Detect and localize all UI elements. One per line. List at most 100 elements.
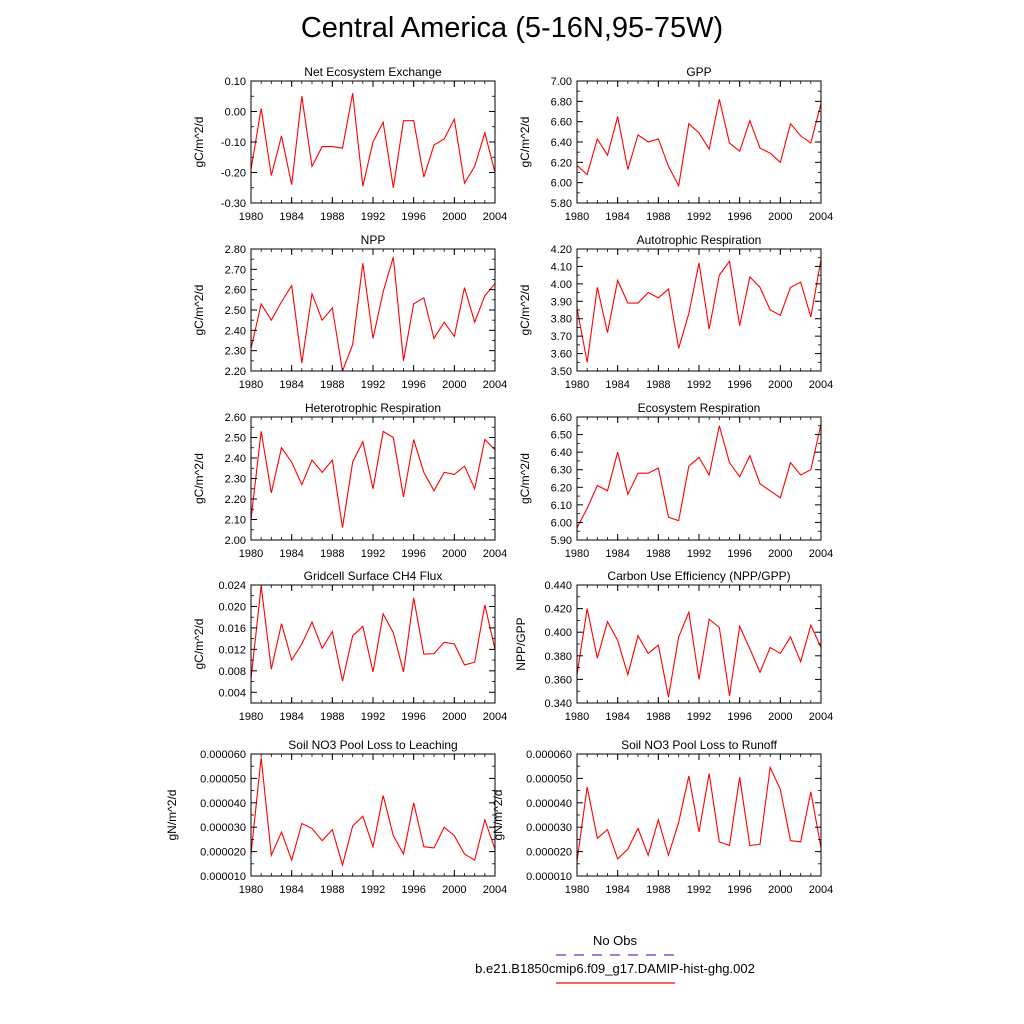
legend-label-no-obs: No Obs: [592, 933, 638, 948]
panel-ecosystem-respiration-frame: [576, 416, 822, 541]
panel-gridcell-surface-ch4-flux-x-tick-label-1980: 1980: [239, 711, 263, 723]
panel-autotrophic-respiration-y-tick-label: 3.80: [551, 314, 572, 326]
panel-net-ecosystem-exchange-x-tick-label-1984: 1984: [279, 211, 303, 223]
panel-soil-no3-pool-loss-to-runoff-y-tick-label: 0.000010: [526, 871, 572, 883]
panel-heterotrophic-respiration: 1980 1984 1988 1992 1996 2000 2004 2.60 2.50 2.40…: [192, 401, 507, 560]
panel-gpp-y-tick-label: 5.80: [551, 198, 572, 210]
panel-ecosystem-respiration-title: Ecosystem Respiration: [638, 401, 761, 415]
panel-ecosystem-respiration-x-tick-label-1996: 1996: [727, 548, 751, 560]
legend-label-model-run: b.e21.B1850cmip6.f09_g17.DAMIP-hist-ghg.…: [475, 961, 755, 976]
panel-carbon-use-efficiency-npp-gpp-y-tick-label: 0.420: [544, 604, 572, 616]
panel-npp-x-tick-label-1988: 1988: [320, 379, 344, 391]
panel-heterotrophic-respiration-y-tick-label: 2.50: [225, 433, 246, 445]
panel-soil-no3-pool-loss-to-runoff-y-tick-label: 0.000050: [526, 773, 572, 785]
panel-gpp-y-tick-label: 6.60: [551, 117, 572, 129]
panel-soil-no3-pool-loss-to-runoff-series-line-0: [577, 765, 821, 862]
panel-soil-no3-pool-loss-to-leaching-y-tick-label: 0.000060: [200, 749, 246, 761]
panel-gpp-frame: [576, 80, 822, 204]
panel-soil-no3-pool-loss-to-leaching: 1980 1984 1988 1992 1996 2000 2004 0.000060 0.00…: [165, 738, 507, 896]
panel-gridcell-surface-ch4-flux-x-tick-label-1984: 1984: [279, 711, 303, 723]
panel-ecosystem-respiration-x-tick-label-1992: 1992: [687, 548, 711, 560]
panel-soil-no3-pool-loss-to-runoff-y-tick-label: 0.000030: [526, 822, 572, 834]
panel-gpp-y-tick-label: 6.80: [551, 96, 572, 108]
panel-gpp-y-tick-label: 7.00: [551, 76, 572, 88]
panel-carbon-use-efficiency-npp-gpp-x-tick-label-2000: 2000: [768, 711, 792, 723]
panel-heterotrophic-respiration-y-tick-label: 2.20: [225, 494, 246, 506]
panel-soil-no3-pool-loss-to-leaching-series-line-0: [251, 757, 495, 868]
panel-gridcell-surface-ch4-flux-y-tick-label: 0.008: [218, 666, 246, 678]
panel-soil-no3-pool-loss-to-runoff-x-tick-label-1984: 1984: [605, 884, 629, 896]
panel-npp-y-tick-label: 2.70: [225, 264, 246, 276]
panel-soil-no3-pool-loss-to-runoff-x-tick-label-1996: 1996: [727, 884, 751, 896]
panel-autotrophic-respiration-y-tick-label: 4.20: [551, 244, 572, 256]
panel-gpp-title: GPP: [686, 65, 711, 79]
panel-gpp-x-tick-label-1980: 1980: [565, 211, 589, 223]
panel-net-ecosystem-exchange-x-tick-label-1992: 1992: [361, 211, 385, 223]
panel-ecosystem-respiration-x-tick-label-2000: 2000: [768, 548, 792, 560]
panel-gridcell-surface-ch4-flux: 1980 1984 1988 1992 1996 2000 2004 0.024 0.020 0.…: [192, 569, 507, 723]
panel-heterotrophic-respiration-y-axis-label: gC/m^2/d: [192, 453, 206, 504]
panel-net-ecosystem-exchange-y-tick-label: 0.00: [225, 107, 246, 119]
panel-ecosystem-respiration-y-axis-label: gC/m^2/d: [518, 453, 532, 504]
panel-soil-no3-pool-loss-to-runoff-y-tick-label: 0.000060: [526, 749, 572, 761]
panel-soil-no3-pool-loss-to-leaching-x-tick-label-1992: 1992: [361, 884, 385, 896]
panel-gridcell-surface-ch4-flux-y-tick-label: 0.016: [218, 623, 246, 635]
panel-heterotrophic-respiration-y-tick-label: 2.00: [225, 535, 246, 547]
page-title: Central America (5-16N,95-75W): [300, 12, 724, 44]
panel-npp-frame: [250, 248, 496, 372]
panel-autotrophic-respiration-x-tick-label-2004: 2004: [809, 379, 833, 391]
panel-net-ecosystem-exchange-title: Net Ecosystem Exchange: [304, 65, 442, 79]
panel-autotrophic-respiration-x-tick-label-1992: 1992: [687, 379, 711, 391]
panel-soil-no3-pool-loss-to-leaching-x-tick-label-1984: 1984: [279, 884, 303, 896]
panel-heterotrophic-respiration-x-tick-label-2004: 2004: [483, 548, 507, 560]
panel-npp-x-tick-label-1984: 1984: [279, 379, 303, 391]
panel-soil-no3-pool-loss-to-leaching-title: Soil NO3 Pool Loss to Leaching: [288, 738, 457, 752]
panel-soil-no3-pool-loss-to-leaching-x-tick-label-1996: 1996: [401, 884, 425, 896]
panel-ecosystem-respiration-series-line-0: [577, 423, 821, 528]
panel-carbon-use-efficiency-npp-gpp-y-tick-label: 0.400: [544, 627, 572, 639]
panel-autotrophic-respiration-y-tick-label: 4.00: [551, 279, 572, 291]
panel-ecosystem-respiration-y-tick-label: 6.40: [551, 447, 572, 459]
panel-autotrophic-respiration-x-tick-label-1984: 1984: [605, 379, 629, 391]
panel-npp-y-axis-label: gC/m^2/d: [192, 285, 206, 336]
panel-soil-no3-pool-loss-to-leaching-y-tick-label: 0.000030: [200, 822, 246, 834]
panel-soil-no3-pool-loss-to-leaching-x-tick-label-2004: 2004: [483, 884, 507, 896]
panel-soil-no3-pool-loss-to-runoff-frame: [576, 753, 822, 877]
panel-npp-y-tick-label: 2.80: [225, 244, 246, 256]
panel-heterotrophic-respiration-x-tick-label-1988: 1988: [320, 548, 344, 560]
panel-carbon-use-efficiency-npp-gpp-x-tick-label-1980: 1980: [565, 711, 589, 723]
panel-autotrophic-respiration: 1980 1984 1988 1992 1996 2000 2004 4.20 4.10 4.00…: [518, 233, 833, 391]
panel-npp-x-tick-label-1992: 1992: [361, 379, 385, 391]
panel-gridcell-surface-ch4-flux-y-tick-label: 0.020: [218, 601, 246, 613]
panel-npp-y-tick-label: 2.50: [225, 305, 246, 317]
panel-npp: 1980 1984 1988 1992 1996 2000 2004 2.80 2.70 2.60…: [192, 233, 507, 391]
panel-gridcell-surface-ch4-flux-y-tick-label: 0.012: [218, 644, 246, 656]
panel-carbon-use-efficiency-npp-gpp-x-tick-label-1992: 1992: [687, 711, 711, 723]
panel-npp-x-tick-label-2004: 2004: [483, 379, 507, 391]
panel-autotrophic-respiration-x-tick-label-2000: 2000: [768, 379, 792, 391]
panel-soil-no3-pool-loss-to-runoff-title: Soil NO3 Pool Loss to Runoff: [621, 738, 778, 752]
panel-carbon-use-efficiency-npp-gpp-y-axis-label: NPP/GPP: [514, 617, 528, 670]
panel-soil-no3-pool-loss-to-leaching-frame: [250, 753, 496, 877]
panel-net-ecosystem-exchange-y-tick-label: -0.30: [221, 198, 246, 210]
panel-carbon-use-efficiency-npp-gpp-x-tick-label-1988: 1988: [646, 711, 670, 723]
panel-heterotrophic-respiration-x-tick-label-1984: 1984: [279, 548, 303, 560]
panel-gridcell-surface-ch4-flux-x-tick-label-1988: 1988: [320, 711, 344, 723]
panel-soil-no3-pool-loss-to-leaching-x-tick-label-2000: 2000: [442, 884, 466, 896]
panel-heterotrophic-respiration-x-tick-label-2000: 2000: [442, 548, 466, 560]
panel-gridcell-surface-ch4-flux-x-tick-label-2004: 2004: [483, 711, 507, 723]
panel-autotrophic-respiration-x-tick-label-1996: 1996: [727, 379, 751, 391]
panel-net-ecosystem-exchange-series-line-0: [251, 93, 495, 188]
panel-soil-no3-pool-loss-to-leaching-y-tick-label: 0.000020: [200, 847, 246, 859]
panel-net-ecosystem-exchange-x-tick-label-2004: 2004: [483, 211, 507, 223]
panel-net-ecosystem-exchange-x-tick-label-1996: 1996: [401, 211, 425, 223]
panel-soil-no3-pool-loss-to-runoff-x-tick-label-2004: 2004: [809, 884, 833, 896]
panel-gridcell-surface-ch4-flux-x-tick-label-1992: 1992: [361, 711, 385, 723]
panel-gridcell-surface-ch4-flux-y-tick-label: 0.024: [218, 580, 246, 592]
panel-carbon-use-efficiency-npp-gpp-series-line-0: [577, 608, 821, 698]
panel-carbon-use-efficiency-npp-gpp-x-tick-label-1984: 1984: [605, 711, 629, 723]
panel-autotrophic-respiration-y-tick-label: 3.60: [551, 349, 572, 361]
panel-autotrophic-respiration-frame: [576, 248, 822, 372]
panel-npp-y-tick-label: 2.30: [225, 346, 246, 358]
panel-gridcell-surface-ch4-flux-series-line-0: [251, 586, 495, 682]
